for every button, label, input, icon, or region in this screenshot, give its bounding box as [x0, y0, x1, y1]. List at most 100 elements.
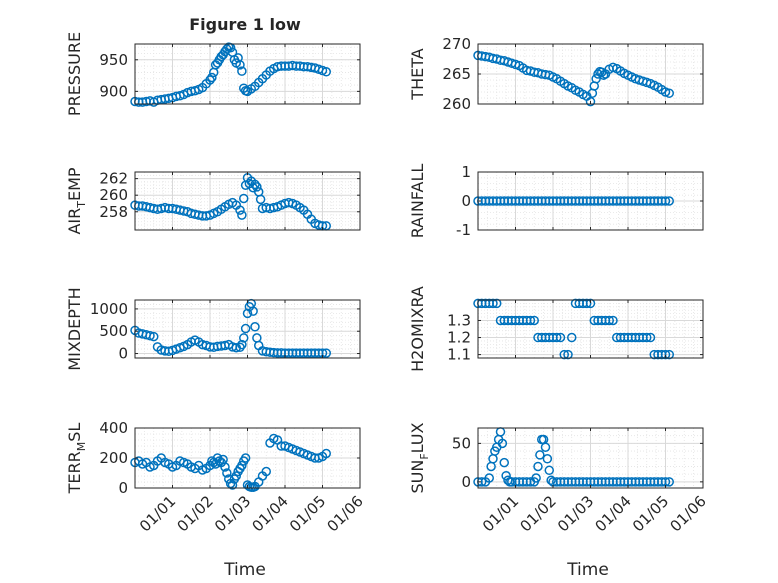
- theta-y-label: THETA: [408, 48, 427, 100]
- h2omixra-panel: 1.11.21.3 H2OMIXRA: [408, 286, 704, 372]
- mixdepth-point: [321, 348, 331, 358]
- terr-msl-y-tick-label: 400: [99, 419, 128, 437]
- sun-flux-x-tick-label: 01/02: [517, 492, 560, 535]
- sun-flux-x-tick-label: 01/06: [667, 492, 710, 535]
- mixdepth-y-label: MIXDEPTH: [65, 287, 84, 370]
- h2omixra-point: [664, 349, 674, 360]
- air-temp-point: [235, 205, 245, 215]
- sun-flux-point: [484, 473, 494, 483]
- h2omixra-y-tick-label: 1.2: [447, 329, 471, 347]
- h2omixra-point: [559, 349, 569, 360]
- h2omixra-point: [552, 332, 562, 343]
- mixdepth-point: [239, 333, 249, 343]
- sun-flux-point: [544, 465, 554, 476]
- x-axis-label-right: Time: [566, 560, 609, 580]
- pressure-y-label: PRESSURE: [65, 32, 84, 116]
- h2omixra-point: [642, 332, 652, 343]
- mixdepth-point: [250, 322, 260, 332]
- h2omixra-point: [563, 349, 573, 360]
- pressure-point: [235, 60, 245, 70]
- sun-flux-point: [542, 454, 553, 464]
- h2omixra-point: [585, 298, 596, 309]
- mixdepth-point: [149, 331, 159, 342]
- theta-y-tick-label: 265: [442, 65, 471, 83]
- air-temp-point: [237, 210, 247, 220]
- sun-flux-point: [664, 477, 674, 487]
- sun-flux-x-tick-label: 01/01: [479, 492, 522, 535]
- terr-msl-point: [237, 460, 247, 471]
- theta-point: [585, 96, 596, 107]
- pressure-point: [321, 67, 331, 77]
- h2omixra-point: [488, 298, 498, 309]
- mixdepth-point: [237, 339, 247, 350]
- terr-msl-point: [231, 471, 241, 481]
- sun-flux-point: [497, 438, 508, 449]
- terr-msl-point: [240, 453, 251, 463]
- rainfall-point: [660, 196, 671, 206]
- sun-flux-x-tick-label: 01/03: [554, 492, 597, 535]
- sun-flux-point: [499, 457, 509, 468]
- sun-flux-x-tick-label: 01/05: [629, 492, 672, 535]
- terr-msl-x-tick-label: 01/02: [174, 492, 217, 535]
- pressure-y-tick-label: 900: [99, 82, 128, 100]
- mixdepth-y-tick-label: 500: [99, 322, 128, 340]
- sun-flux-y-label: SUNFLUX: [408, 422, 431, 493]
- theta-panel: 260 265 270 THETA: [408, 35, 704, 113]
- pressure-point: [205, 75, 215, 85]
- terr-msl-y-label: TERRMSL: [65, 423, 88, 495]
- terr-msl-point: [261, 466, 271, 477]
- air-temp-point: [250, 179, 260, 190]
- rainfall-y-label: RAINFALL: [408, 164, 427, 239]
- air-temp-point: [252, 182, 262, 192]
- air-temp-y-tick-label: 260: [99, 186, 128, 204]
- h2omixra-y-tick-label: 1.1: [447, 346, 471, 364]
- mixdepth-point: [145, 330, 155, 341]
- theta-y-tick-label: 260: [442, 95, 471, 113]
- h2omixra-point: [604, 315, 614, 326]
- h2omixra-point: [608, 315, 618, 326]
- rainfall-y-tick-label: 0: [461, 192, 471, 210]
- mixdepth-point: [240, 323, 251, 334]
- h2omixra-y-tick-label: 1.3: [447, 311, 471, 329]
- pressure-point: [207, 72, 217, 83]
- sun-flux-point: [546, 475, 556, 486]
- mixdepth-panel: 0 500 1000 MIXDEPTH: [65, 287, 361, 371]
- h2omixra-point: [492, 298, 502, 309]
- mixdepth-point: [248, 306, 258, 316]
- h2omixra-point: [555, 332, 566, 343]
- sun-flux-x-tick-label: 01/04: [592, 492, 635, 535]
- air-temp-y-label: AIRTEMP: [65, 167, 88, 234]
- sun-flux-point: [531, 473, 541, 483]
- h2omixra-point: [582, 298, 592, 309]
- pressure-y-tick-label: 950: [99, 51, 128, 69]
- terr-msl-x-tick-label: 01/06: [324, 492, 367, 535]
- air-temp-point: [255, 194, 266, 205]
- terr-msl-y-tick-label: 200: [99, 449, 128, 467]
- air-temp-point: [239, 193, 249, 204]
- theta-y-tick-label: 270: [442, 35, 471, 53]
- h2omixra-point: [525, 315, 536, 326]
- terr-msl-x-tick-label: 01/05: [286, 492, 329, 535]
- rainfall-panel: -1 0 1 RAINFALL: [408, 163, 704, 239]
- figure-title: Figure 1 low: [189, 15, 301, 34]
- terr-msl-x-tick-label: 01/03: [211, 492, 254, 535]
- terr-msl-x-tick-label: 01/01: [136, 492, 179, 535]
- terr-msl-point: [222, 468, 232, 478]
- h2omixra-point: [660, 349, 671, 360]
- sun-flux-point: [533, 461, 543, 472]
- air-temp-y-tick-label: 262: [99, 170, 128, 188]
- x-axis-label-left: Time: [223, 560, 266, 580]
- theta-point: [598, 70, 609, 80]
- terr-msl-point: [227, 480, 238, 490]
- theta-point: [591, 74, 601, 84]
- mixdepth-point: [235, 342, 245, 353]
- terr-msl-point: [321, 448, 331, 459]
- h2omixra-point: [567, 332, 577, 343]
- rainfall-point: [664, 196, 674, 206]
- mixdepth-point: [242, 308, 253, 319]
- mixdepth-y-tick-label: 0: [118, 345, 128, 363]
- sun-flux-point: [540, 442, 551, 452]
